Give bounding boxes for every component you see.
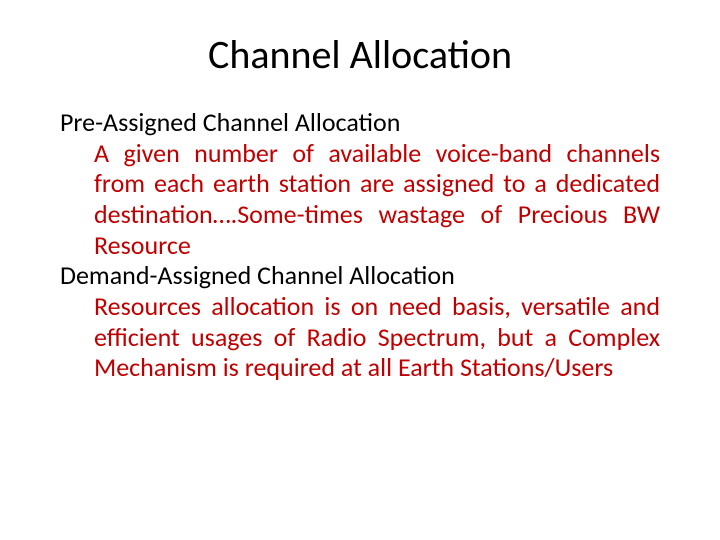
section-body-2: Resources allocation is on need basis, v… — [60, 291, 660, 383]
section-heading-2: Demand-Assigned Channel Allocation — [60, 260, 660, 291]
slide-title: Channel Allocation — [60, 30, 660, 79]
slide-container: Channel Allocation Pre-Assigned Channel … — [0, 0, 720, 540]
section-heading-1: Pre-Assigned Channel Allocation — [60, 107, 660, 138]
slide-content: Pre-Assigned Channel Allocation A given … — [60, 107, 660, 383]
section-body-1: A given number of available voice-band c… — [60, 138, 660, 261]
